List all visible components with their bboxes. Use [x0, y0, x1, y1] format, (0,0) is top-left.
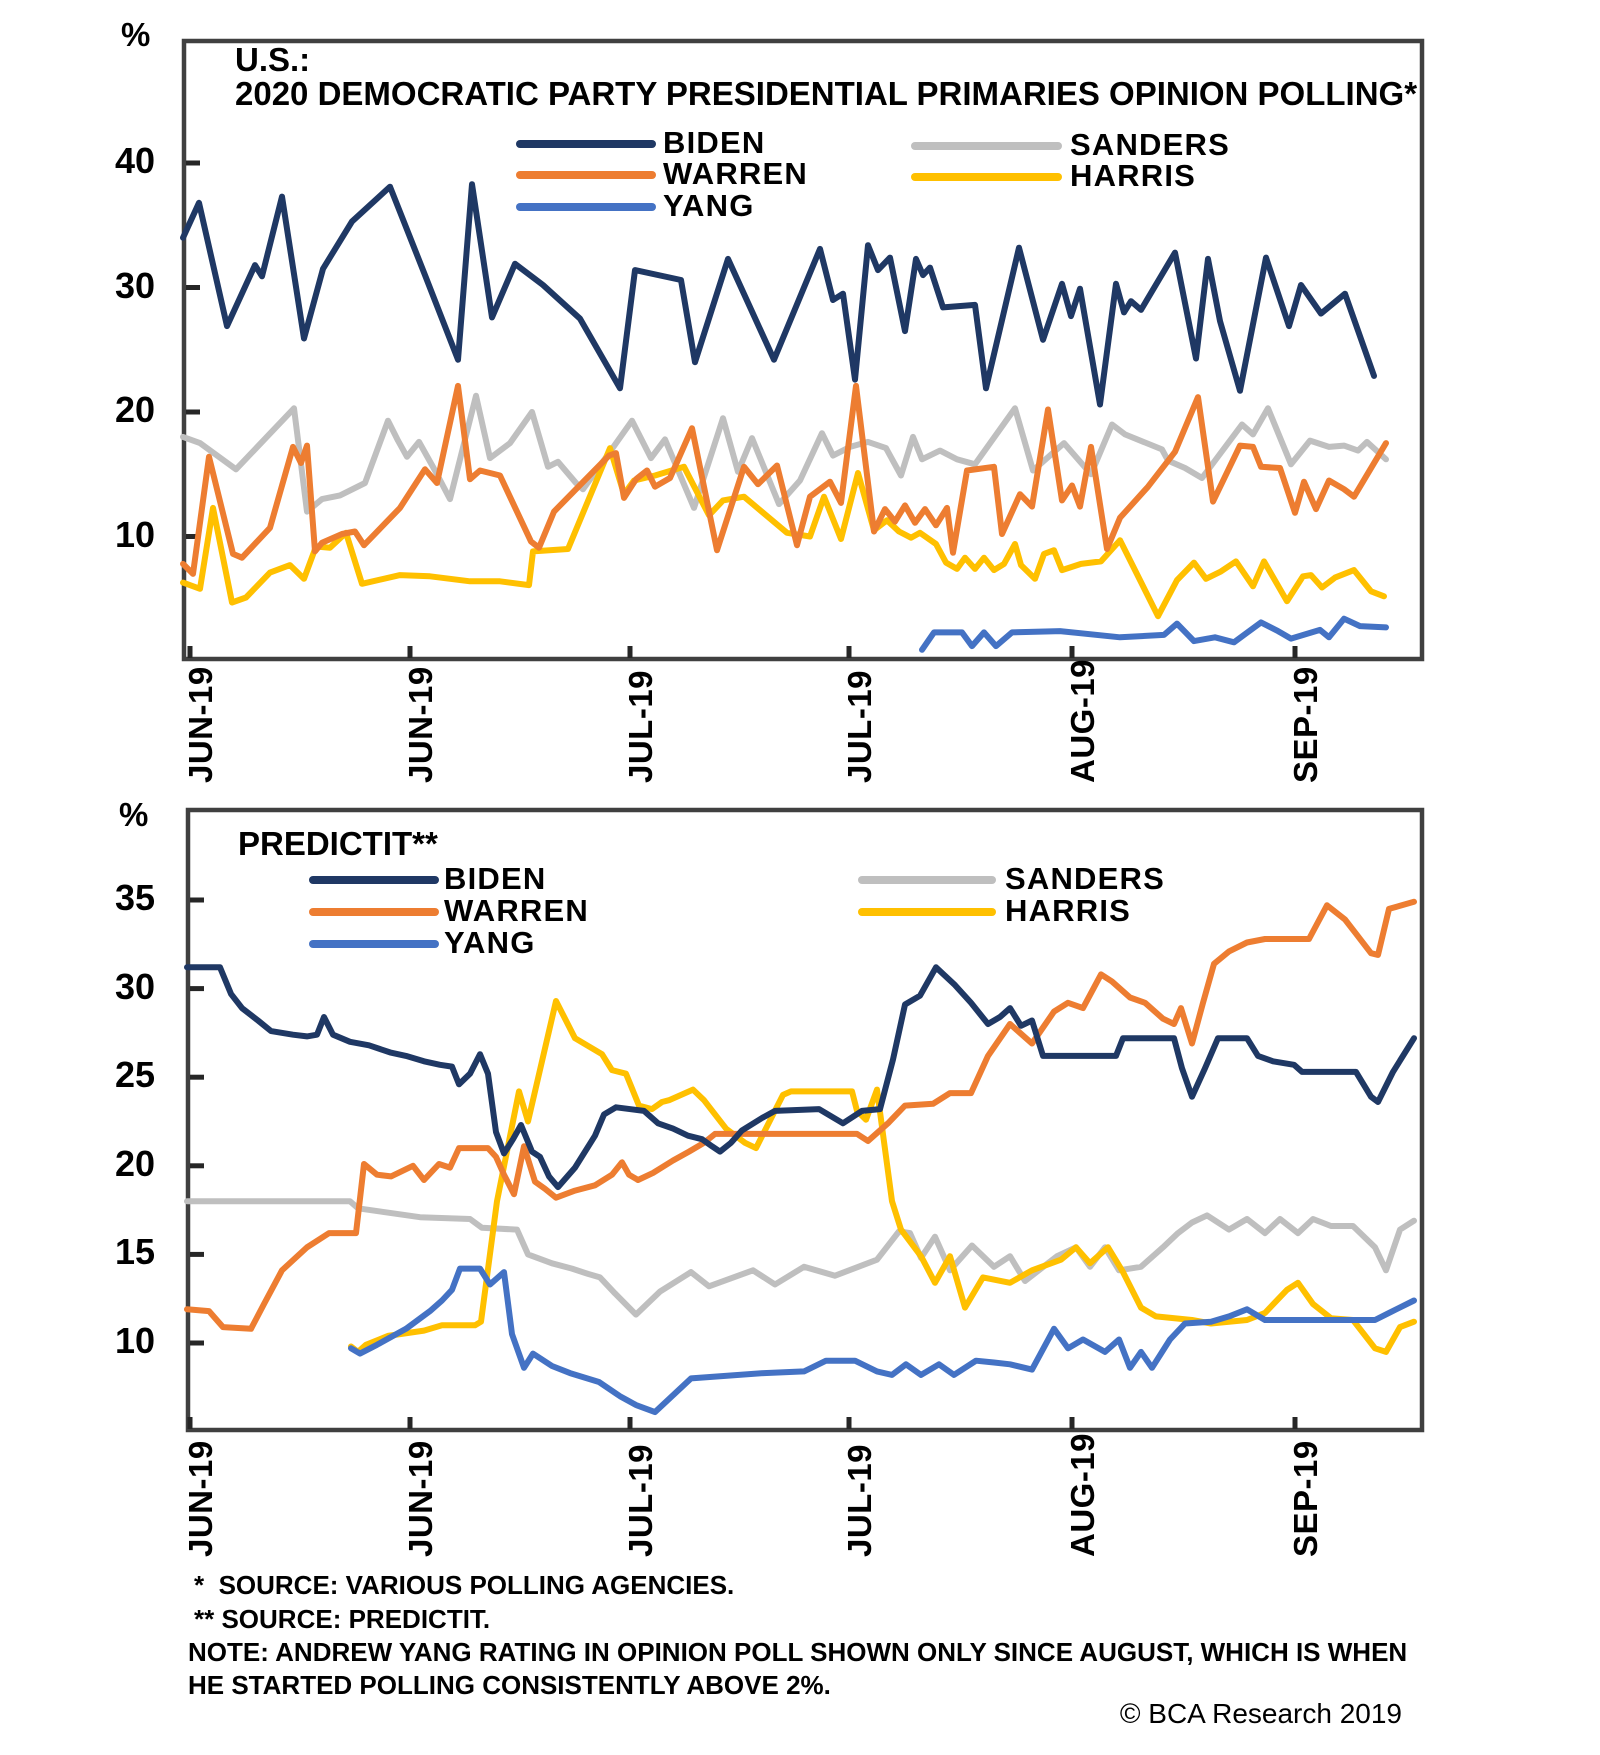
svg-text:JUN-19: JUN-19	[182, 666, 219, 783]
svg-text:SEP-19: SEP-19	[1287, 1440, 1324, 1557]
svg-text:AUG-19: AUG-19	[1064, 1433, 1101, 1557]
svg-text:JUN-19: JUN-19	[402, 666, 439, 783]
svg-text:JUL-19: JUL-19	[622, 1444, 659, 1557]
svg-text:JUN-19: JUN-19	[182, 1440, 219, 1557]
svg-text:JUN-19: JUN-19	[402, 1440, 439, 1557]
svg-text:AUG-19: AUG-19	[1064, 659, 1101, 783]
svg-text:SEP-19: SEP-19	[1287, 666, 1324, 783]
svg-text:JUL-19: JUL-19	[841, 670, 878, 783]
svg-text:JUL-19: JUL-19	[841, 1444, 878, 1557]
svg-text:JUL-19: JUL-19	[622, 670, 659, 783]
